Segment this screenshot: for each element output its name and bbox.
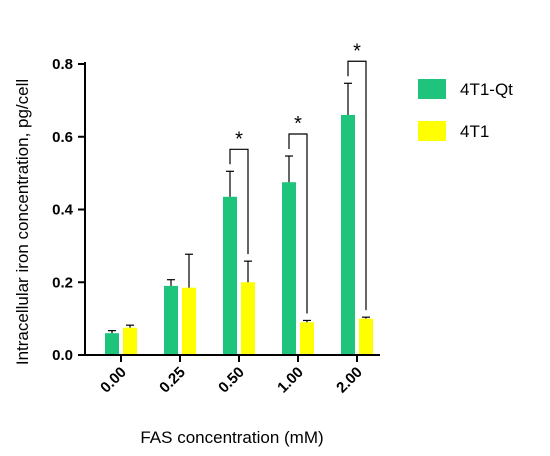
significance-label: * [353, 40, 361, 62]
x-axis-title: FAS concentration (mM) [140, 428, 323, 447]
bar-series2-1.00 [300, 322, 314, 355]
significance-label: * [294, 113, 302, 135]
bar-series1-0.25 [164, 285, 178, 355]
significance-bracket [347, 60, 367, 311]
legend: 4T1-Qt 4T1 [418, 79, 513, 141]
bar-series2-2.00 [359, 318, 373, 355]
bar-series2-0.50 [241, 282, 255, 355]
legend-swatch-series1 [418, 79, 446, 99]
significance-bracket [229, 148, 249, 255]
legend-label: 4T1 [460, 122, 489, 141]
y-tick-label: 0.2 [52, 274, 73, 291]
legend-label: 4T1-Qt [460, 80, 513, 99]
y-tick-label: 0.4 [52, 202, 74, 219]
bar-series2-0.00 [123, 327, 137, 355]
y-tick-label: 0.6 [52, 129, 73, 146]
significance-label: * [235, 128, 243, 150]
y-tick-label: 0.0 [52, 347, 73, 364]
bar-series1-2.00 [341, 114, 355, 355]
x-tick-label: 0.00 [97, 364, 130, 397]
legend-swatch-series2 [418, 121, 446, 141]
significance-bracket [288, 133, 308, 314]
x-tick-label: 2.00 [333, 364, 366, 397]
y-axis-title: Intracellular iron concentration, pg/cel… [13, 79, 32, 365]
x-axis-ticks: 0.00 0.25 0.50 1.00 2.00 [97, 355, 366, 396]
x-tick-label: 1.00 [274, 364, 307, 397]
bar-series2-0.25 [182, 287, 196, 355]
y-tick-label: 0.8 [52, 56, 73, 73]
bar-series1-0.50 [223, 196, 237, 355]
chart-marks: * * * [105, 40, 373, 355]
bar-series1-0.00 [105, 333, 119, 355]
y-axis-ticks: 0.0 0.2 0.4 0.6 0.8 [52, 56, 85, 364]
bar-series1-1.00 [282, 182, 296, 355]
x-tick-label: 0.50 [215, 364, 248, 397]
x-tick-label: 0.25 [156, 364, 189, 397]
